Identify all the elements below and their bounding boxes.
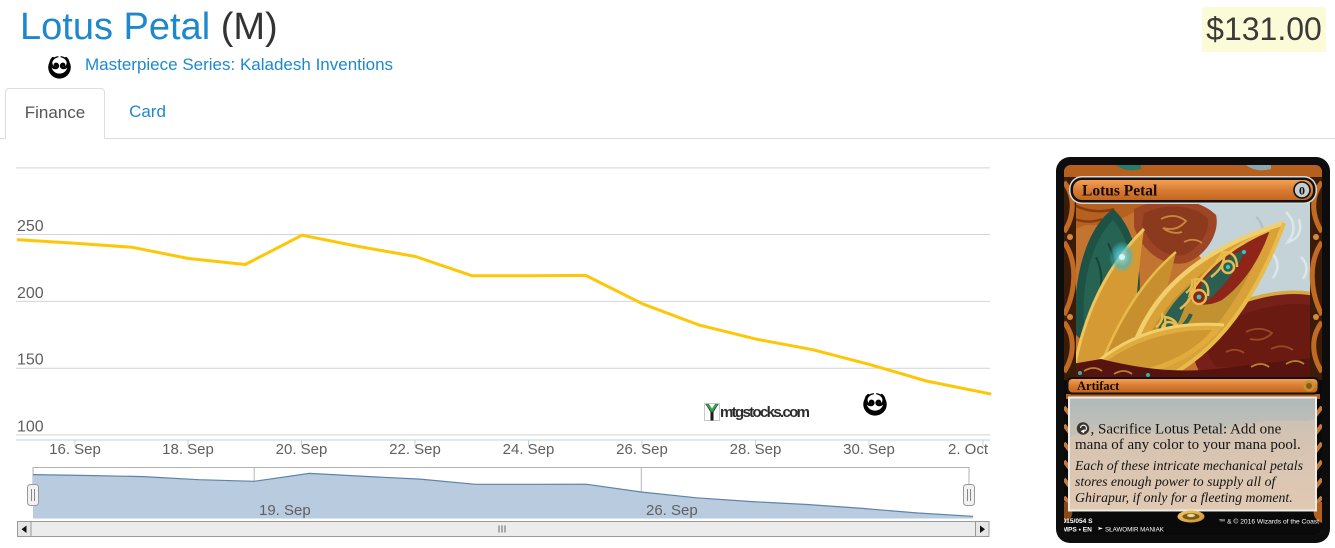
svg-text:™ & © 2016 Wizards of the Coas: ™ & © 2016 Wizards of the Coast (1219, 518, 1320, 526)
svg-text:mana of any color to your mana: mana of any color to your mana pool. (1075, 437, 1301, 453)
svg-text:20. Sep: 20. Sep (276, 441, 328, 458)
svg-text:0: 0 (1299, 184, 1305, 198)
svg-text:18. Sep: 18. Sep (162, 441, 214, 458)
svg-text:24. Sep: 24. Sep (503, 441, 555, 458)
svg-text:19. Sep: 19. Sep (259, 502, 311, 519)
svg-text:SŁAWOMIR MANIAK: SŁAWOMIR MANIAK (1105, 527, 1165, 534)
svg-text:mtgstocks.com: mtgstocks.com (720, 404, 810, 421)
svg-text:26. Sep: 26. Sep (646, 502, 698, 519)
svg-text:, Sacrifice Lotus Petal: Add o: , Sacrifice Lotus Petal: Add one (1091, 422, 1282, 438)
svg-text:MPS • EN: MPS • EN (1063, 527, 1093, 534)
svg-text:2. Oct: 2. Oct (948, 441, 989, 458)
svg-text:200: 200 (17, 285, 44, 302)
svg-text:stores enough power to supply: stores enough power to supply all of (1075, 474, 1277, 489)
svg-text:16. Sep: 16. Sep (49, 441, 101, 458)
svg-text:Ghirapur, if only for a fleeti: Ghirapur, if only for a fleeting moment. (1075, 490, 1293, 505)
svg-text:22. Sep: 22. Sep (389, 441, 441, 458)
svg-text:Lotus Petal: Lotus Petal (1082, 183, 1158, 200)
svg-text:250: 250 (17, 218, 44, 235)
svg-text:28. Sep: 28. Sep (730, 441, 782, 458)
svg-text:30. Sep: 30. Sep (843, 441, 895, 458)
svg-text:150: 150 (17, 352, 44, 369)
svg-text:015/054 S: 015/054 S (1063, 518, 1094, 525)
svg-text:Each of these intricate mechan: Each of these intricate mechanical petal… (1074, 458, 1303, 473)
svg-text:100: 100 (17, 418, 44, 435)
svg-text:Artifact: Artifact (1077, 379, 1120, 393)
svg-text:26. Sep: 26. Sep (616, 441, 668, 458)
